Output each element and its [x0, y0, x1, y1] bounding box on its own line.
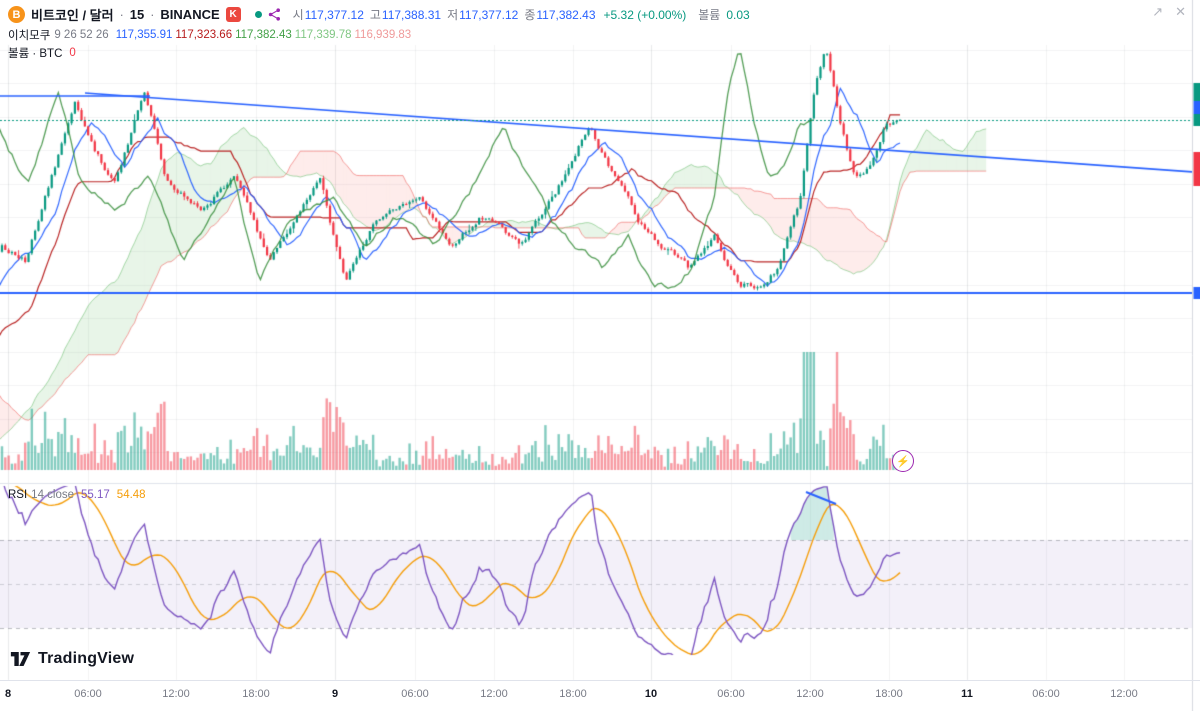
rsi-value: 55.17: [81, 489, 110, 501]
symbol-title[interactable]: 비트코인 / 달러: [31, 8, 114, 23]
ichimoku-value: 117,323.66: [175, 29, 233, 41]
high-label: 고: [369, 8, 381, 22]
close-label: 종: [524, 8, 536, 22]
ichimoku-value: 116,939.83: [354, 29, 412, 41]
ichimoku-legend-row: 이치모쿠 9 26 52 26 117,355.91 117,323.66 117,…: [8, 27, 411, 43]
bitcoin-icon: B: [8, 6, 25, 23]
separator: ·: [119, 7, 124, 22]
time-tick: 12:00: [1110, 688, 1138, 700]
rsi-legend-row: RSI 14 close 55.17 54.48: [8, 489, 146, 501]
open-label: 시: [292, 8, 304, 22]
price-axis[interactable]: [1192, 0, 1200, 711]
rsi-name[interactable]: RSI: [8, 489, 28, 501]
volume-value: 0.03: [726, 7, 750, 22]
exchange-badge: K: [225, 7, 241, 22]
time-tick: 06:00: [717, 688, 745, 700]
ichimoku-value: 117,355.91: [115, 29, 173, 41]
separator: ·: [150, 7, 155, 22]
time-tick: 8: [4, 688, 12, 700]
rsi-params: 14 close: [31, 489, 75, 501]
time-tick: 18:00: [242, 688, 270, 700]
low-value: 117,377.12: [459, 7, 519, 22]
time-tick: 06:00: [401, 688, 429, 700]
tradingview-logo-text: TradingView: [38, 650, 135, 667]
time-tick: 12:00: [480, 688, 508, 700]
ohlc-low: 저 117,377.12: [447, 6, 518, 23]
exchange-label: BINANCE: [160, 7, 220, 22]
time-tick: 06:00: [1032, 688, 1060, 700]
volume-legend-row: 볼륨 · BTC 0: [8, 45, 76, 61]
ichimoku-params: 9 26 52 26: [54, 29, 109, 41]
symbol-legend-row: B 비트코인 / 달러 · 15 · BINANCE K 시 117,377.1…: [8, 5, 750, 24]
ohlc-close: 종 117,382.43: [524, 6, 595, 23]
volume-indicator-name[interactable]: 볼륨 · BTC: [8, 48, 63, 60]
time-tick: 12:00: [162, 688, 190, 700]
ichimoku-value: 117,339.78: [294, 29, 352, 41]
high-value: 117,388.31: [381, 7, 442, 22]
tradingview-logo[interactable]: TradingView: [10, 649, 134, 669]
ichimoku-name[interactable]: 이치모쿠: [8, 30, 51, 42]
time-tick: 10: [644, 688, 658, 700]
rsi-ma-value: 54.48: [116, 489, 146, 501]
time-tick: 11: [961, 688, 973, 700]
low-label: 저: [447, 8, 459, 22]
tradingview-logo-icon: [10, 652, 31, 666]
expand-icon[interactable]: ↗: [1152, 4, 1164, 19]
lightning-button[interactable]: ⚡: [892, 450, 914, 472]
share-icon[interactable]: [268, 8, 281, 21]
time-tick: 18:00: [559, 688, 587, 700]
window-controls: ↗ ✕: [1152, 4, 1186, 20]
time-tick: 12:00: [796, 688, 824, 700]
interval-button[interactable]: 15: [129, 7, 145, 22]
lightning-icon: ⚡: [896, 455, 910, 468]
volume-indicator-value: 0: [69, 47, 76, 59]
ohlc-open: 시 117,377.12: [293, 6, 364, 23]
close-icon[interactable]: ✕: [1175, 4, 1186, 19]
ohlc-high: 고 117,388.31: [370, 6, 441, 23]
market-status-dot: [254, 11, 262, 18]
time-tick: 18:00: [875, 688, 903, 700]
ichimoku-value: 117,382.43: [235, 29, 292, 41]
change-value: +5.32 (+0.00%): [603, 7, 687, 22]
time-tick: 9: [331, 688, 339, 700]
open-value: 117,377.12: [304, 7, 364, 22]
ichimoku-values: 117,355.91 117,323.66 117,382.43 117,339.78…: [113, 29, 412, 41]
close-value: 117,382.43: [536, 7, 596, 22]
time-tick: 06:00: [74, 688, 102, 700]
time-axis[interactable]: 8 06:00 12:00 18:00 9 06:00 12:00 18:00 10 06:00 1…: [0, 680, 1200, 712]
volume-label: 볼륨: [698, 8, 721, 22]
